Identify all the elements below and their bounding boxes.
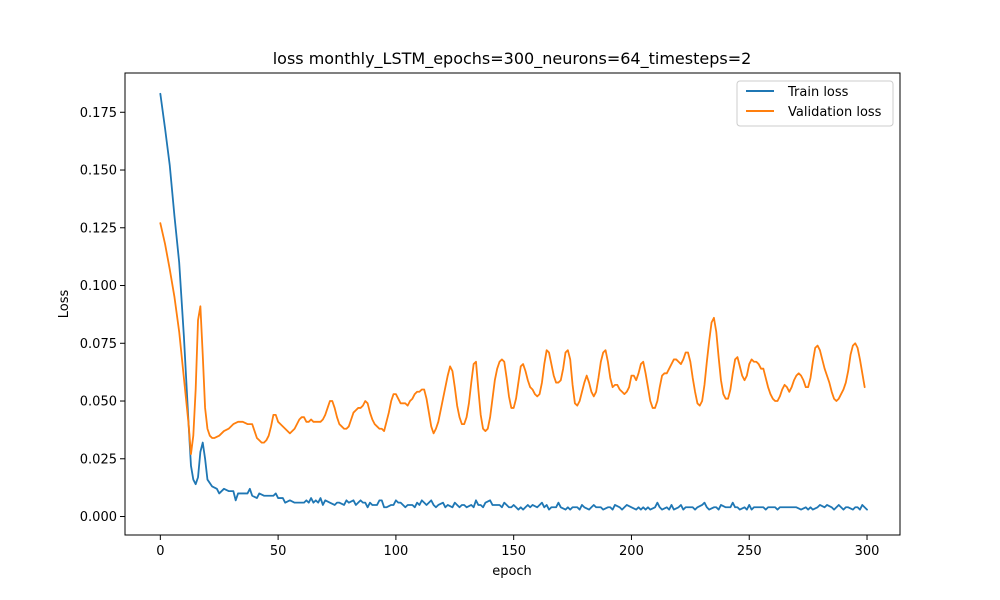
x-tick-label: 100 [383, 544, 408, 559]
series-line-train-loss [159, 92, 868, 511]
x-tick-label: 50 [270, 544, 287, 559]
x-tick-label: 300 [855, 544, 880, 559]
x-axis-label: epoch [492, 564, 532, 579]
y-tick-label: 0.000 [80, 510, 117, 525]
x-tick-label: 0 [156, 544, 164, 559]
legend: Train loss Validation loss [736, 80, 894, 127]
y-tick-label: 0.150 [80, 164, 117, 179]
series-layer [159, 92, 868, 511]
legend-label-validation-loss: Validation loss [788, 105, 882, 120]
y-axis-label: Loss [57, 290, 72, 319]
x-tick-label: 250 [737, 544, 762, 559]
legend-label-train-loss: Train loss [787, 85, 849, 100]
chart-title: loss monthly_LSTM_epochs=300_neurons=64_… [273, 49, 752, 69]
y-tick-label: 0.100 [80, 279, 117, 294]
plot-area [125, 73, 900, 535]
y-tick-label: 0.075 [80, 337, 117, 352]
plot-frame [124, 72, 901, 536]
x-tick-label: 200 [619, 544, 644, 559]
y-tick-label: 0.175 [80, 106, 117, 121]
legend-box [736, 80, 894, 127]
x-tick-label: 150 [501, 544, 526, 559]
axes-layer: 0 50 100 150 200 250 300 0.000 0.025 0.050 0.075 0.… [80, 106, 880, 559]
y-tick-label: 0.125 [80, 221, 117, 236]
y-tick-label: 0.050 [80, 395, 117, 410]
series-line-validation-loss [159, 222, 866, 456]
y-tick-label: 0.025 [80, 452, 117, 467]
